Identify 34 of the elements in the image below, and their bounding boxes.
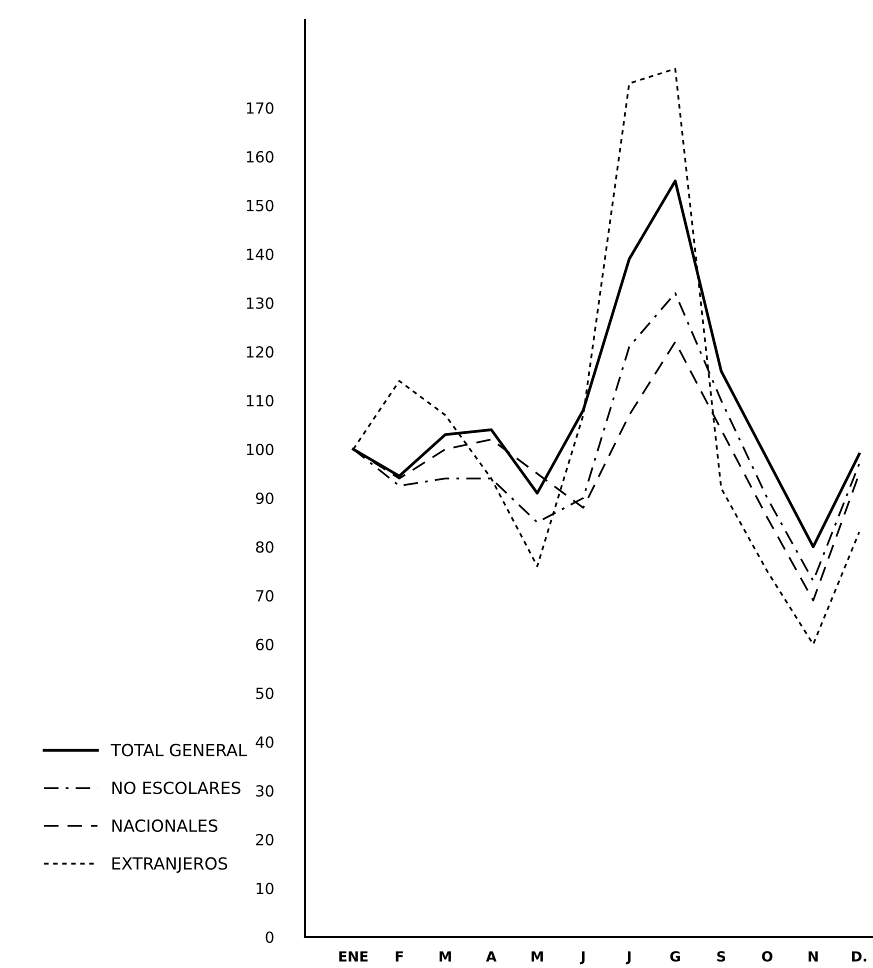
legend-label: EXTRANJEROS	[112, 857, 228, 873]
y-tick-label: 170	[246, 102, 274, 114]
x-tick-label: A	[486, 951, 497, 962]
y-tick-label: 120	[246, 346, 274, 358]
x-tick-label: F	[396, 951, 403, 962]
y-tick-label: 100	[246, 444, 274, 456]
legend-label: TOTAL GENERAL	[110, 744, 247, 756]
y-tick-label: 160	[246, 151, 274, 163]
y-tick-label: 110	[246, 394, 274, 406]
legend-label: NACIONALES	[112, 819, 218, 832]
y-tick-label: 10	[256, 882, 274, 894]
x-tick-label: M	[532, 951, 543, 962]
x-tick-label: J	[580, 951, 585, 964]
y-tick-label: 70	[256, 590, 274, 602]
x-tick-label: G	[670, 951, 680, 962]
y-tick-label: 30	[256, 785, 274, 797]
x-tick-label: M	[440, 951, 451, 962]
y-tick-label: 50	[256, 688, 274, 700]
y-tick-label: 0	[266, 931, 274, 944]
x-tick-label: O	[762, 951, 772, 962]
y-tick-label: 80	[256, 541, 274, 553]
y-tick-label: 150	[246, 200, 274, 212]
y-tick-label: 60	[256, 638, 274, 650]
y-tick-label: 40	[256, 736, 274, 748]
y-tick-label: 20	[256, 834, 274, 846]
x-tick-label: S	[717, 951, 726, 962]
y-tick-label: 130	[246, 297, 274, 309]
y-tick-label: 140	[246, 248, 274, 260]
x-tick-label: ENE	[339, 951, 368, 962]
x-tick-label: D.	[852, 951, 866, 962]
x-tick-label: J	[626, 951, 631, 964]
y-tick-label: 90	[256, 492, 274, 504]
x-tick-label: N	[808, 951, 818, 962]
legend-label: NO ESCOLARES	[112, 782, 240, 794]
